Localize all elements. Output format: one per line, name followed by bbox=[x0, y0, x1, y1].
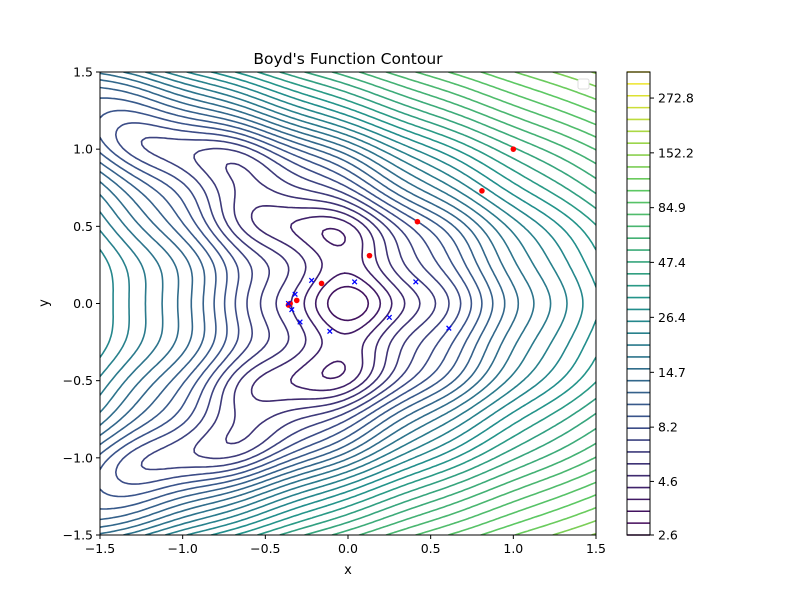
colorbar-tick-label: 2.6 bbox=[658, 528, 678, 543]
x-tick-label: 1.5 bbox=[586, 541, 606, 556]
contour-level-31 bbox=[552, 72, 596, 535]
legend-box bbox=[577, 78, 590, 90]
contour-level-18 bbox=[100, 72, 584, 535]
colorbar-tick-label: 152.2 bbox=[658, 145, 694, 160]
contour-level-24 bbox=[331, 72, 596, 535]
colorbar: 2.6 4.6 8.2 14.7 26.4 47.4 84.9 152.2 272.8 bbox=[626, 71, 694, 543]
colorbar-tick-label: 47.4 bbox=[658, 255, 686, 270]
x-tick-label: 0.0 bbox=[338, 541, 358, 556]
colorbar-tick-label: 8.2 bbox=[658, 420, 678, 435]
contour-level-4 bbox=[290, 215, 393, 392]
contour-level-17 bbox=[100, 72, 568, 535]
x-axis-ticks: −1.5 −1.0 −0.5 0.0 0.5 1.0 1.5 bbox=[85, 535, 606, 556]
contour-lines bbox=[100, 72, 596, 535]
colorbar-tick-label: 14.7 bbox=[658, 365, 686, 380]
colorbar-tick-label: 84.9 bbox=[658, 200, 686, 215]
y-tick-label: 1.5 bbox=[73, 65, 93, 80]
colorbar-bg bbox=[627, 72, 650, 535]
y-tick-label: 0.5 bbox=[73, 219, 93, 234]
contour-level-9 bbox=[115, 122, 462, 485]
scatter-markers bbox=[285, 146, 517, 335]
contour-level-6 bbox=[225, 162, 421, 445]
y-tick-label: −1.5 bbox=[63, 528, 93, 543]
contour-level-12 bbox=[100, 86, 494, 521]
y-axis-label: y bbox=[37, 299, 52, 307]
colorbar-tick-label: 272.8 bbox=[658, 91, 694, 106]
blue-x-point-8 bbox=[289, 306, 295, 313]
blue-x-point-6 bbox=[297, 319, 303, 325]
blue-x-point-0 bbox=[446, 325, 452, 331]
y-tick-label: −1.0 bbox=[63, 450, 93, 465]
y-tick-label: 0.0 bbox=[73, 296, 93, 311]
blue-x-point-1 bbox=[413, 279, 419, 285]
red-point-5 bbox=[293, 297, 300, 304]
chart-title: Boyd's Function Contour bbox=[253, 50, 443, 68]
blue-x-point-9 bbox=[285, 300, 292, 307]
blue-x-point-5 bbox=[308, 277, 315, 284]
blue-x-point-4 bbox=[327, 328, 333, 335]
colorbar-tick-label: 26.4 bbox=[658, 310, 686, 325]
colorbar-tick-label: 4.6 bbox=[658, 474, 678, 489]
contour-level-32 bbox=[590, 72, 596, 535]
contour-level-30 bbox=[514, 72, 596, 535]
contour-level-27 bbox=[415, 72, 596, 535]
colorbar-frame bbox=[626, 71, 651, 536]
x-tick-label: −1.5 bbox=[85, 541, 115, 556]
x-tick-label: −1.0 bbox=[167, 541, 197, 556]
contour-level-13 bbox=[100, 79, 506, 528]
contour-level-15 bbox=[100, 72, 535, 535]
contour-level-14 bbox=[100, 72, 520, 535]
contour-level-10 bbox=[100, 109, 473, 498]
x-axis-label: x bbox=[344, 563, 352, 578]
x-tick-label: 0.5 bbox=[421, 541, 441, 556]
contour-level-2 bbox=[326, 285, 370, 322]
red-point-4 bbox=[318, 280, 325, 287]
red-point-3 bbox=[366, 252, 373, 259]
blue-x-point-2 bbox=[386, 314, 393, 321]
y-tick-label: −0.5 bbox=[63, 373, 93, 388]
red-point-1 bbox=[479, 188, 485, 194]
contour-level-5 bbox=[250, 205, 406, 402]
y-tick-label: 1.0 bbox=[73, 142, 93, 157]
red-point-7 bbox=[285, 302, 292, 308]
red-point-2 bbox=[414, 218, 421, 225]
contour-level-26 bbox=[385, 72, 596, 535]
x-tick-label: −0.5 bbox=[250, 541, 280, 556]
contour-level-19 bbox=[210, 72, 596, 535]
contour-level-16 bbox=[100, 72, 552, 535]
contour-level-3 bbox=[314, 227, 382, 380]
red-point-0 bbox=[510, 146, 517, 152]
blue-x-point-7 bbox=[292, 291, 298, 297]
contour-level-7 bbox=[193, 147, 437, 460]
contour-level-11 bbox=[100, 97, 483, 510]
x-tick-label: 1.0 bbox=[503, 541, 523, 556]
blue-x-point-3 bbox=[351, 279, 358, 285]
y-axis-ticks: −1.5 −1.0 −0.5 0.0 0.5 1.0 1.5 bbox=[63, 65, 100, 543]
contour-level-8 bbox=[140, 136, 450, 471]
